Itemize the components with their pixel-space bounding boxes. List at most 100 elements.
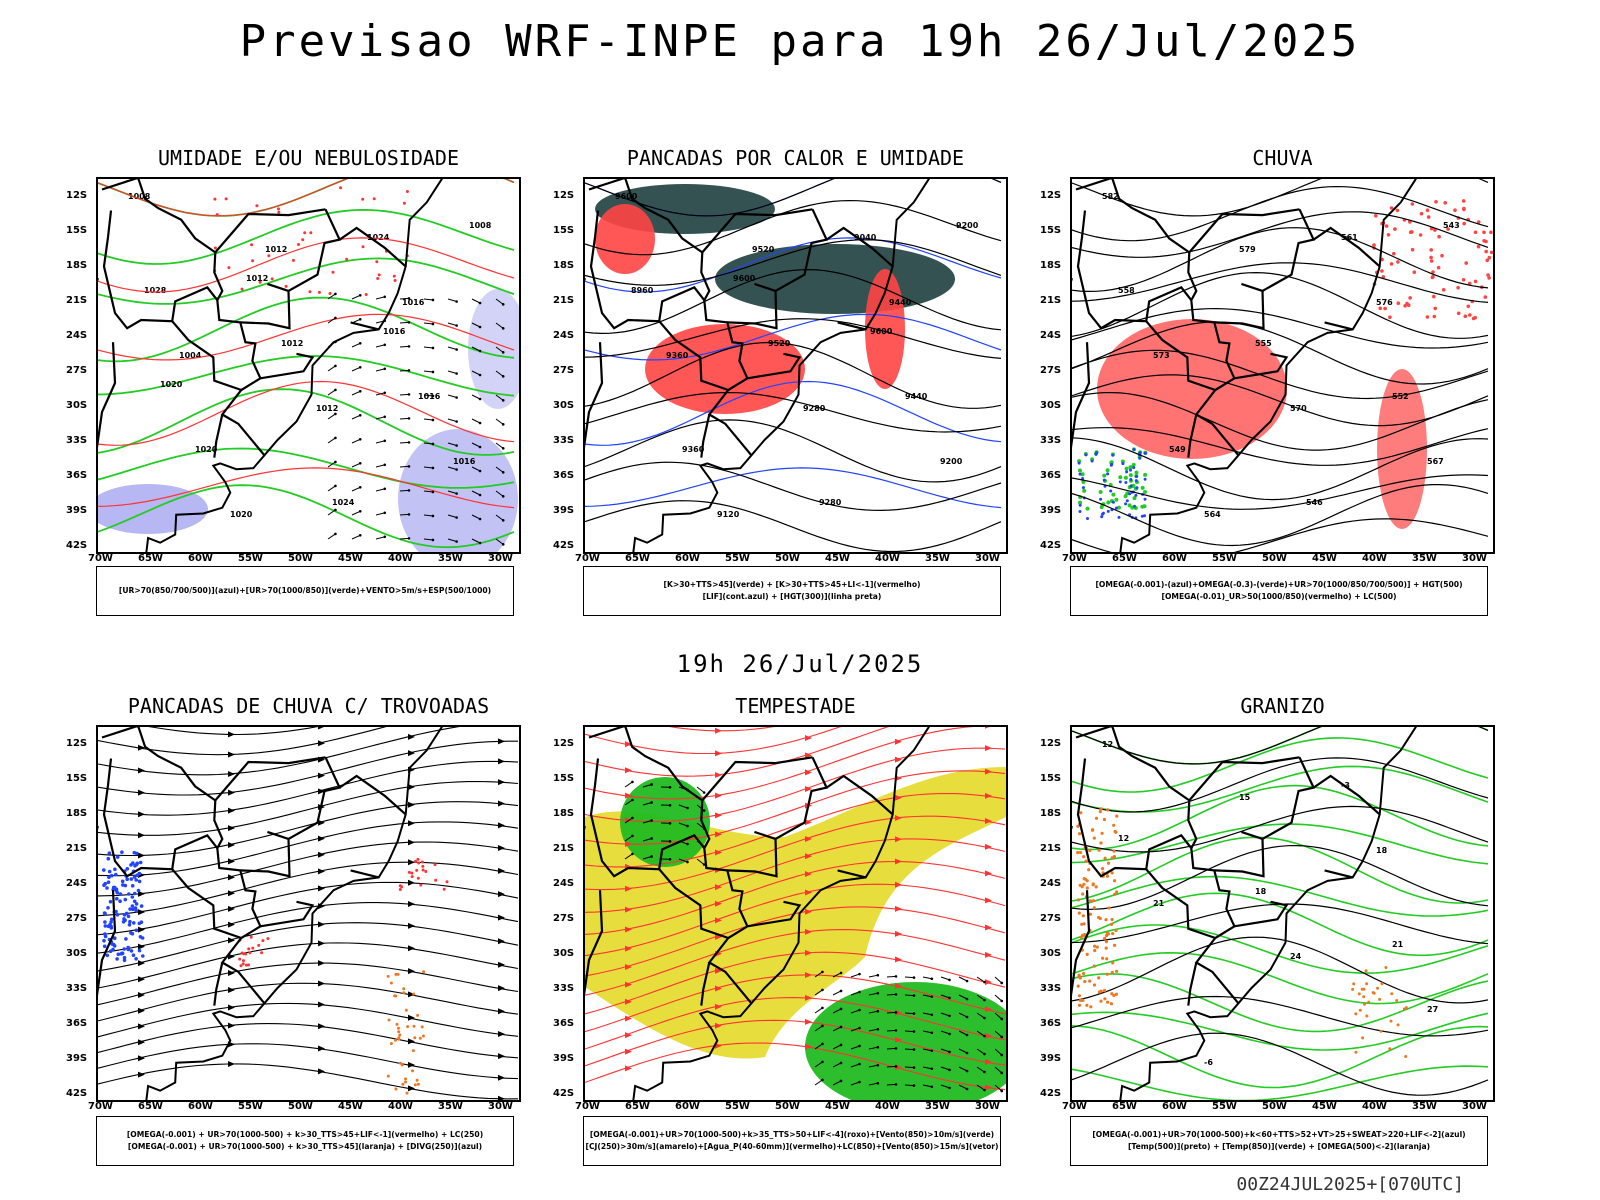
legend-line: [LIF](cont.azul) + [HGT(300)](linha pret… <box>702 592 882 601</box>
lat-tick-label: 33S <box>1040 435 1062 446</box>
contour-label: 9120 <box>717 510 740 519</box>
contour-label: 570 <box>1290 404 1307 413</box>
lon-tick-label: 65W <box>138 1101 163 1112</box>
lat-tick-label: 12S <box>66 190 88 201</box>
legend-line: [UR>70(850/700/500)](azul)+[UR>70(1000/8… <box>118 586 492 595</box>
map-boundaries <box>1072 179 1417 552</box>
lon-tick-label: 50W <box>775 1101 800 1112</box>
lat-tick-label: 27S <box>1040 913 1062 924</box>
lat-tick-label: 42S <box>66 1088 88 1099</box>
streamlines-250 <box>98 727 519 1100</box>
legend-umidade: [UR>70(850/700/500)](azul)+[UR>70(1000/8… <box>96 566 514 616</box>
lon-tick-label: 60W <box>188 553 213 564</box>
lon-tick-label: 35W <box>1412 1101 1437 1112</box>
lon-tick-label: 50W <box>775 553 800 564</box>
lat-tick-label: 21S <box>66 843 88 854</box>
lon-tick-label: 30W <box>975 553 1000 564</box>
lat-tick-label: 39S <box>553 505 575 516</box>
contour-label: 576 <box>1376 298 1393 307</box>
lon-tick-label: 55W <box>725 1101 750 1112</box>
lon-tick-label: 55W <box>238 1101 263 1112</box>
lat-tick-label: 21S <box>1040 843 1062 854</box>
lat-tick-label: 12S <box>1040 738 1062 749</box>
panel-title-pancadas-calor: PANCADAS POR CALOR E UMIDADE <box>626 146 965 170</box>
lat-tick-label: 39S <box>66 505 88 516</box>
contour-label: 12 <box>1102 740 1113 749</box>
lat-tick-label: 39S <box>1040 1053 1062 1064</box>
contour-label: 552 <box>1392 392 1409 401</box>
map-tempestade <box>583 725 1008 1102</box>
lon-tick-label: 60W <box>188 1101 213 1112</box>
lon-tick-label: 35W <box>1412 553 1437 564</box>
lat-tick-label: 24S <box>553 330 575 341</box>
contour-label: 564 <box>1204 510 1221 519</box>
mid-timestamp: 19h 26/Jul/2025 <box>676 650 924 678</box>
lat-tick-label: 27S <box>553 913 575 924</box>
lat-tick-label: 33S <box>553 983 575 994</box>
contour-label: 1028 <box>144 286 167 295</box>
lon-tick-label: 50W <box>1262 1101 1287 1112</box>
lon-tick-label: 60W <box>675 1101 700 1112</box>
lat-tick-label: 36S <box>66 470 88 481</box>
contour-label: 12 <box>1118 834 1129 843</box>
lat-tick-label: 18S <box>1040 260 1062 271</box>
legend-line: [K>30+TTS>45](verde) + [K>30+TTS>45+LI<-… <box>663 580 921 589</box>
contour-label: 543 <box>1443 221 1460 230</box>
contour-label: -6 <box>1204 1058 1213 1067</box>
humidity-blue-area <box>398 429 518 552</box>
lat-tick-label: 18S <box>1040 808 1062 819</box>
contour-label: 21 <box>1392 940 1404 949</box>
contour-label: 9520 <box>768 339 791 348</box>
lat-tick-label: 36S <box>553 470 575 481</box>
lat-tick-label: 33S <box>66 983 88 994</box>
lon-tick-label: 30W <box>488 1101 513 1112</box>
lat-tick-label: 30S <box>66 400 88 411</box>
lon-tick-label: 60W <box>1162 553 1187 564</box>
lon-tick-label: 70W <box>1062 1101 1087 1112</box>
lon-tick-label: 35W <box>925 553 950 564</box>
contour-label: 567 <box>1427 457 1444 466</box>
lat-tick-label: 21S <box>553 843 575 854</box>
map-umidade: 1008 1012 1016 1004 1012 1016 1020 1024 1028 1012… <box>96 177 521 554</box>
contour-label: 1020 <box>230 510 253 519</box>
lon-tick-label: 30W <box>975 1101 1000 1112</box>
contour-label: 15 <box>1239 793 1251 802</box>
thickness-red-contours <box>98 179 515 509</box>
lon-tick-label: 30W <box>488 553 513 564</box>
map-boundaries <box>585 727 930 1100</box>
rain-green-specks <box>1077 447 1148 511</box>
lat-tick-label: 27S <box>553 365 575 376</box>
lon-tick-label: 55W <box>1212 1101 1237 1112</box>
lat-tick-label: 21S <box>553 295 575 306</box>
lat-tick-label: 15S <box>66 773 88 784</box>
lat-tick-label: 33S <box>66 435 88 446</box>
lat-tick-label: 42S <box>1040 1088 1062 1099</box>
contour-label: 1012 <box>246 274 268 283</box>
contour-label: 9440 <box>889 298 912 307</box>
map-boundaries <box>98 179 443 552</box>
lat-tick-label: 18S <box>66 260 88 271</box>
lon-tick-label: 45W <box>825 1101 850 1112</box>
lon-tick-label: 50W <box>288 1101 313 1112</box>
lat-tick-label: 36S <box>66 1018 88 1029</box>
contour-label: 579 <box>1239 245 1256 254</box>
thunder-orange-specks <box>386 970 426 1095</box>
lon-tick-label: 50W <box>288 553 313 564</box>
thunder-red-specks <box>238 935 270 968</box>
lon-tick-label: 40W <box>875 1101 900 1112</box>
lon-tick-label: 40W <box>875 553 900 564</box>
lon-tick-label: 45W <box>825 553 850 564</box>
lon-tick-label: 45W <box>338 1101 363 1112</box>
map-boundaries <box>585 179 930 552</box>
lat-tick-label: 15S <box>66 225 88 236</box>
contour-label: 1020 <box>160 380 183 389</box>
lat-tick-label: 24S <box>1040 330 1062 341</box>
hgt300-contours <box>585 179 1002 552</box>
model-run-stamp: 00Z24JUL2025+[070UTC] <box>1236 1174 1464 1195</box>
lat-tick-label: 36S <box>1040 470 1062 481</box>
contour-label: 9200 <box>940 457 963 466</box>
legend-granizo: [OMEGA(-0.001)+UR>70(1000-500)+k<60+TTS>… <box>1070 1116 1488 1166</box>
lon-tick-label: 65W <box>625 1101 650 1112</box>
map-boundaries <box>1072 727 1417 1100</box>
omega-orange-specks <box>1351 966 1408 1058</box>
